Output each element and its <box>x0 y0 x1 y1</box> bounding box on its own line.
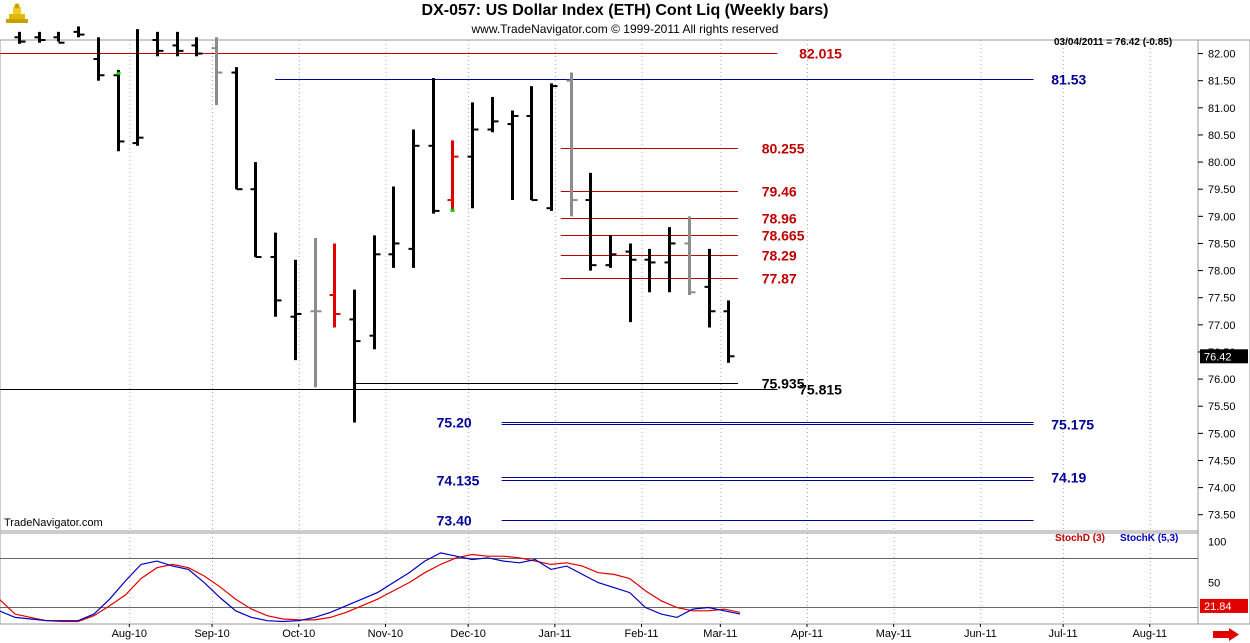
y-axis-panel <box>1197 39 1250 625</box>
last-price-label: 76.42 <box>1204 351 1232 363</box>
x-tick-label: Jun-11 <box>964 628 997 640</box>
y-tick-label: 76.00 <box>1208 374 1236 386</box>
legend-stochk[interactable]: StochK (5,3) <box>1120 533 1179 544</box>
y-tick-label: 80.50 <box>1208 130 1236 142</box>
level-label: 73.40 <box>437 513 472 529</box>
level-label: 78.665 <box>762 228 805 244</box>
x-tick-label: Sep-10 <box>194 628 229 640</box>
level-label: 82.015 <box>799 46 842 62</box>
y-tick-label: 75.00 <box>1208 428 1236 440</box>
y-tick-label: 79.00 <box>1208 211 1236 223</box>
x-tick-label: Mar-11 <box>703 628 737 640</box>
x-tick-label: Feb-11 <box>624 628 658 640</box>
x-tick-label: Jul-11 <box>1049 628 1078 640</box>
chart-title: DX-057: US Dollar Index (ETH) Cont Liq (… <box>421 2 829 19</box>
level-label: 78.96 <box>762 211 797 227</box>
level-label: 80.255 <box>762 141 805 157</box>
signal-dot <box>450 208 455 212</box>
level-label: 74.19 <box>1051 470 1086 486</box>
y-tick-label: 74.00 <box>1208 483 1236 495</box>
x-tick-label: Oct-10 <box>282 628 315 640</box>
chart-subtitle: www.TradeNavigator.com © 1999-2011 All r… <box>471 22 779 36</box>
y-tick-label: 73.50 <box>1208 510 1236 522</box>
stoch-y-tick-label: 100 <box>1208 536 1226 548</box>
stoch-last-label: 21.84 <box>1204 601 1232 613</box>
x-tick-label: Aug-10 <box>112 628 147 640</box>
x-tick-label: Jan-11 <box>538 628 571 640</box>
y-tick-label: 81.00 <box>1208 103 1236 115</box>
level-label: 78.29 <box>762 248 797 264</box>
x-tick-label: Nov-10 <box>368 628 403 640</box>
level-label: 75.815 <box>799 382 842 398</box>
price-panel <box>0 39 1199 532</box>
stoch-series-line <box>0 553 741 623</box>
trade-navigator-logo-icon <box>6 3 28 23</box>
level-label: 81.53 <box>1051 72 1086 88</box>
y-tick-label: 80.00 <box>1208 157 1236 169</box>
y-tick-label: 75.50 <box>1208 401 1236 413</box>
y-tick-label: 77.00 <box>1208 320 1236 332</box>
y-tick-label: 82.00 <box>1208 49 1236 61</box>
level-label: 75.935 <box>762 376 805 392</box>
x-tick-label: Apr-11 <box>791 628 823 640</box>
stoch-panel <box>0 532 1199 625</box>
x-tick-label: Aug-11 <box>1132 628 1167 640</box>
watermark: TradeNavigator.com <box>4 517 103 529</box>
stoch-y-tick-label: 50 <box>1208 578 1220 590</box>
y-tick-label: 81.50 <box>1208 76 1236 88</box>
level-label: 77.87 <box>762 271 797 287</box>
y-tick-label: 78.00 <box>1208 266 1236 278</box>
last-price-tag <box>1200 349 1248 364</box>
x-tick-label: Dec-10 <box>450 628 485 640</box>
signal-dot <box>116 71 121 75</box>
y-tick-label: 77.50 <box>1208 293 1236 305</box>
level-label: 74.135 <box>437 473 480 489</box>
last-quote: 03/04/2011 = 76.42 (-0.85) <box>1054 37 1173 48</box>
stoch-series-line <box>0 552 741 623</box>
y-tick-label: 78.50 <box>1208 238 1236 250</box>
level-label: 75.20 <box>437 415 472 431</box>
x-tick-label: May-11 <box>876 628 912 640</box>
y-tick-label: 74.50 <box>1208 455 1236 467</box>
level-label: 79.46 <box>762 184 797 200</box>
y-tick-label: 79.50 <box>1208 184 1236 196</box>
stoch-last-tag <box>1200 598 1248 613</box>
scroll-right-arrow-icon[interactable] <box>1213 628 1239 641</box>
legend-stochd[interactable]: StochD (3) <box>1055 533 1105 544</box>
level-label: 75.175 <box>1051 417 1094 433</box>
